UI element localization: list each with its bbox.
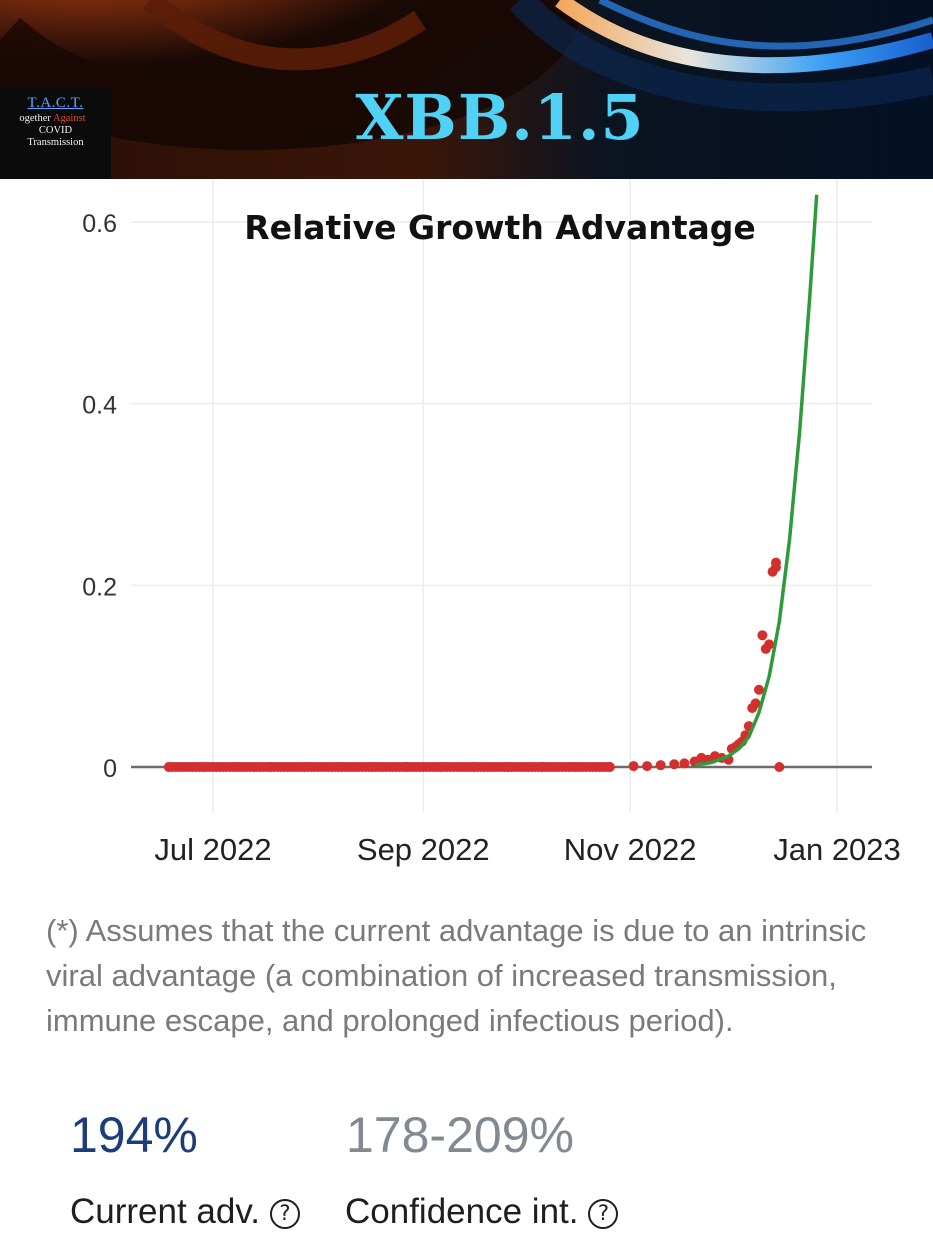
data-point [333, 762, 344, 772]
chart-series [163, 194, 819, 772]
confidence-interval-label-text: Confidence int. [345, 1192, 579, 1231]
data-point [655, 760, 666, 771]
data-point [503, 762, 514, 772]
data-point [754, 684, 764, 695]
data-point [469, 762, 480, 772]
x-tick-label: Sep 2022 [357, 832, 490, 867]
current-advantage-value: 194% [70, 1107, 198, 1163]
data-point [770, 562, 781, 573]
data-point [435, 762, 446, 772]
chart-gridlines [131, 179, 872, 812]
x-tick-label: Jul 2022 [154, 832, 271, 867]
fitted-growth-line [694, 194, 819, 767]
y-tick-label: 0 [103, 755, 117, 783]
logo-line-2: ogether Against [0, 112, 111, 125]
data-point [669, 759, 680, 770]
y-tick-label: 0.6 [82, 210, 117, 238]
data-point [604, 762, 615, 772]
header-banner: T.A.C.T. ogether Against COVID Transmiss… [0, 0, 933, 179]
x-tick-label: Jan 2023 [773, 832, 901, 867]
data-point [679, 758, 690, 769]
growth-advantage-chart: 0 0.2 0.4 0.6 Jul 2022 Sep 2022 Nov 2022 Jan 2… [82, 179, 901, 867]
data-point [628, 761, 639, 772]
current-advantage-label-text: Current adv. [70, 1192, 260, 1231]
data-point [367, 762, 378, 772]
data-point [231, 762, 242, 772]
data-point [642, 761, 653, 772]
data-point [757, 630, 768, 641]
logo-line-4: Transmission [27, 137, 84, 148]
data-point [265, 762, 276, 772]
logo-line-3: COVID [38, 125, 73, 136]
y-tick-label: 0.4 [82, 392, 117, 420]
y-tick-label: 0.2 [82, 573, 117, 601]
tact-logo: T.A.C.T. ogether Against COVID Transmiss… [0, 87, 111, 179]
variant-title: XBB.1.5 [355, 81, 645, 154]
logo-line-1: T.A.C.T. [27, 95, 84, 111]
data-point [774, 762, 785, 772]
data-point [764, 639, 775, 650]
data-point [299, 762, 310, 772]
x-tick-label: Nov 2022 [564, 832, 697, 867]
banner-background-image [0, 0, 933, 179]
help-icon[interactable]: ? [270, 1199, 300, 1229]
data-point [401, 762, 412, 772]
data-point [163, 762, 174, 772]
confidence-interval-value: 178-209% [346, 1107, 574, 1163]
current-advantage-label: Current adv.? [70, 1190, 300, 1234]
logo-line-2a: ogether [19, 113, 51, 124]
data-point [750, 698, 761, 709]
y-axis-ticks: 0 0.2 0.4 0.6 [82, 210, 117, 783]
data-point [570, 762, 581, 772]
data-point [197, 762, 208, 772]
help-icon[interactable]: ? [588, 1199, 619, 1229]
logo-line-2b: Against [52, 113, 86, 124]
x-axis-ticks: Jul 2022 Sep 2022 Nov 2022 Jan 2023 [154, 832, 900, 867]
chart-title: Relative Growth Advantage [244, 208, 756, 247]
data-point [536, 762, 547, 772]
footnote: (*) Assumes that the current advantage i… [46, 913, 867, 1038]
confidence-interval-label: Confidence int.? [345, 1190, 619, 1234]
